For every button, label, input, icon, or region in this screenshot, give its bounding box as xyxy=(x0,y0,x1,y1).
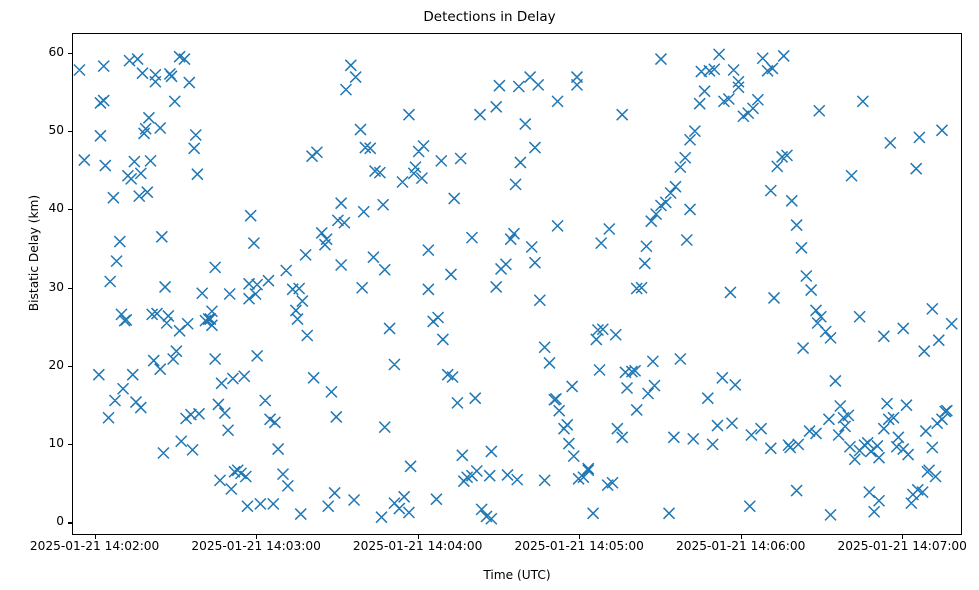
x-tick-mark xyxy=(94,535,96,539)
x-tick-mark xyxy=(902,535,904,539)
y-tick-label: 50 xyxy=(48,122,64,137)
y-tick-mark xyxy=(68,444,72,446)
plot-area xyxy=(72,33,962,535)
x-tick-label: 2025-01-21 14:06:00 xyxy=(675,539,806,553)
y-tick-mark xyxy=(68,365,72,367)
y-tick-mark xyxy=(68,130,72,132)
y-axis-label: Bistatic Delay (km) xyxy=(27,194,41,312)
y-tick-mark xyxy=(68,287,72,289)
y-tick-label: 60 xyxy=(48,44,64,59)
y-tick-mark xyxy=(68,522,72,524)
x-tick-label: 2025-01-21 14:07:00 xyxy=(837,539,967,553)
y-tick-label: 40 xyxy=(48,201,64,216)
scatter-points xyxy=(73,48,958,525)
x-tick-label: 2025-01-21 14:04:00 xyxy=(352,539,483,553)
y-tick-label: 0 xyxy=(56,514,64,529)
x-tick-mark xyxy=(417,535,419,539)
y-tick-mark xyxy=(68,52,72,54)
x-axis-label: Time (UTC) xyxy=(483,568,551,582)
y-tick-mark xyxy=(68,209,72,211)
scatter-series xyxy=(73,48,958,525)
x-tick-label: 2025-01-21 14:02:00 xyxy=(29,539,160,553)
x-tick-label: 2025-01-21 14:03:00 xyxy=(191,539,321,553)
chart-title: Detections in Delay xyxy=(423,9,556,25)
y-tick-label: 20 xyxy=(48,357,64,372)
x-tick-mark xyxy=(740,535,742,539)
x-tick-mark xyxy=(579,535,581,539)
x-tick-mark xyxy=(256,535,258,539)
y-tick-label: 30 xyxy=(48,279,64,294)
y-tick-label: 10 xyxy=(48,436,64,451)
x-tick-label: 2025-01-21 14:05:00 xyxy=(514,539,644,553)
